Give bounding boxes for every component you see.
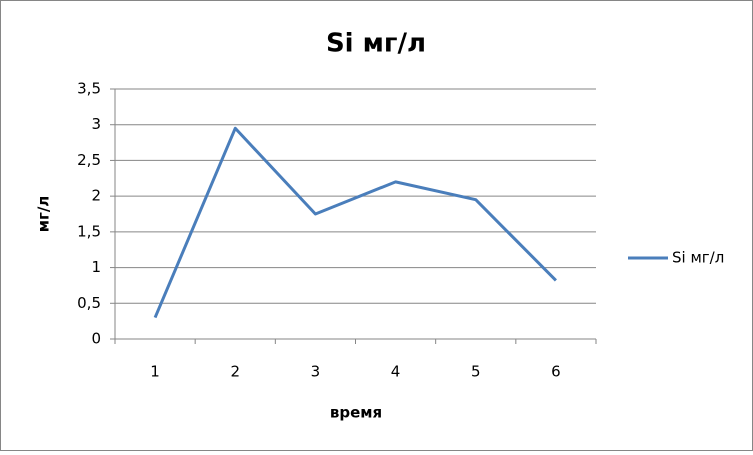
y-tick-label: 1,5 [77,222,101,240]
y-tick-label: 3,5 [77,80,101,98]
y-tick-label: 1 [91,258,101,276]
y-tick-label: 2,5 [77,151,101,169]
y-axis-label: мг/л [35,196,53,233]
chart-title: Si мг/л [326,29,426,59]
x-tick-label: 1 [150,363,160,381]
x-tick-label: 4 [391,363,401,381]
x-tick-label: 6 [551,363,561,381]
y-tick-label: 3 [91,115,101,133]
x-tick-label: 5 [471,363,481,381]
legend-label: Si мг/л [672,249,724,267]
data-line [153,126,557,319]
y-tick-label: 2 [91,187,101,205]
x-axis-label: время [330,404,382,422]
x-tick-label: 2 [230,363,240,381]
y-tick-label: 0 [91,330,101,348]
x-tick-label: 3 [311,363,321,381]
y-tick-label: 0,5 [77,294,101,312]
